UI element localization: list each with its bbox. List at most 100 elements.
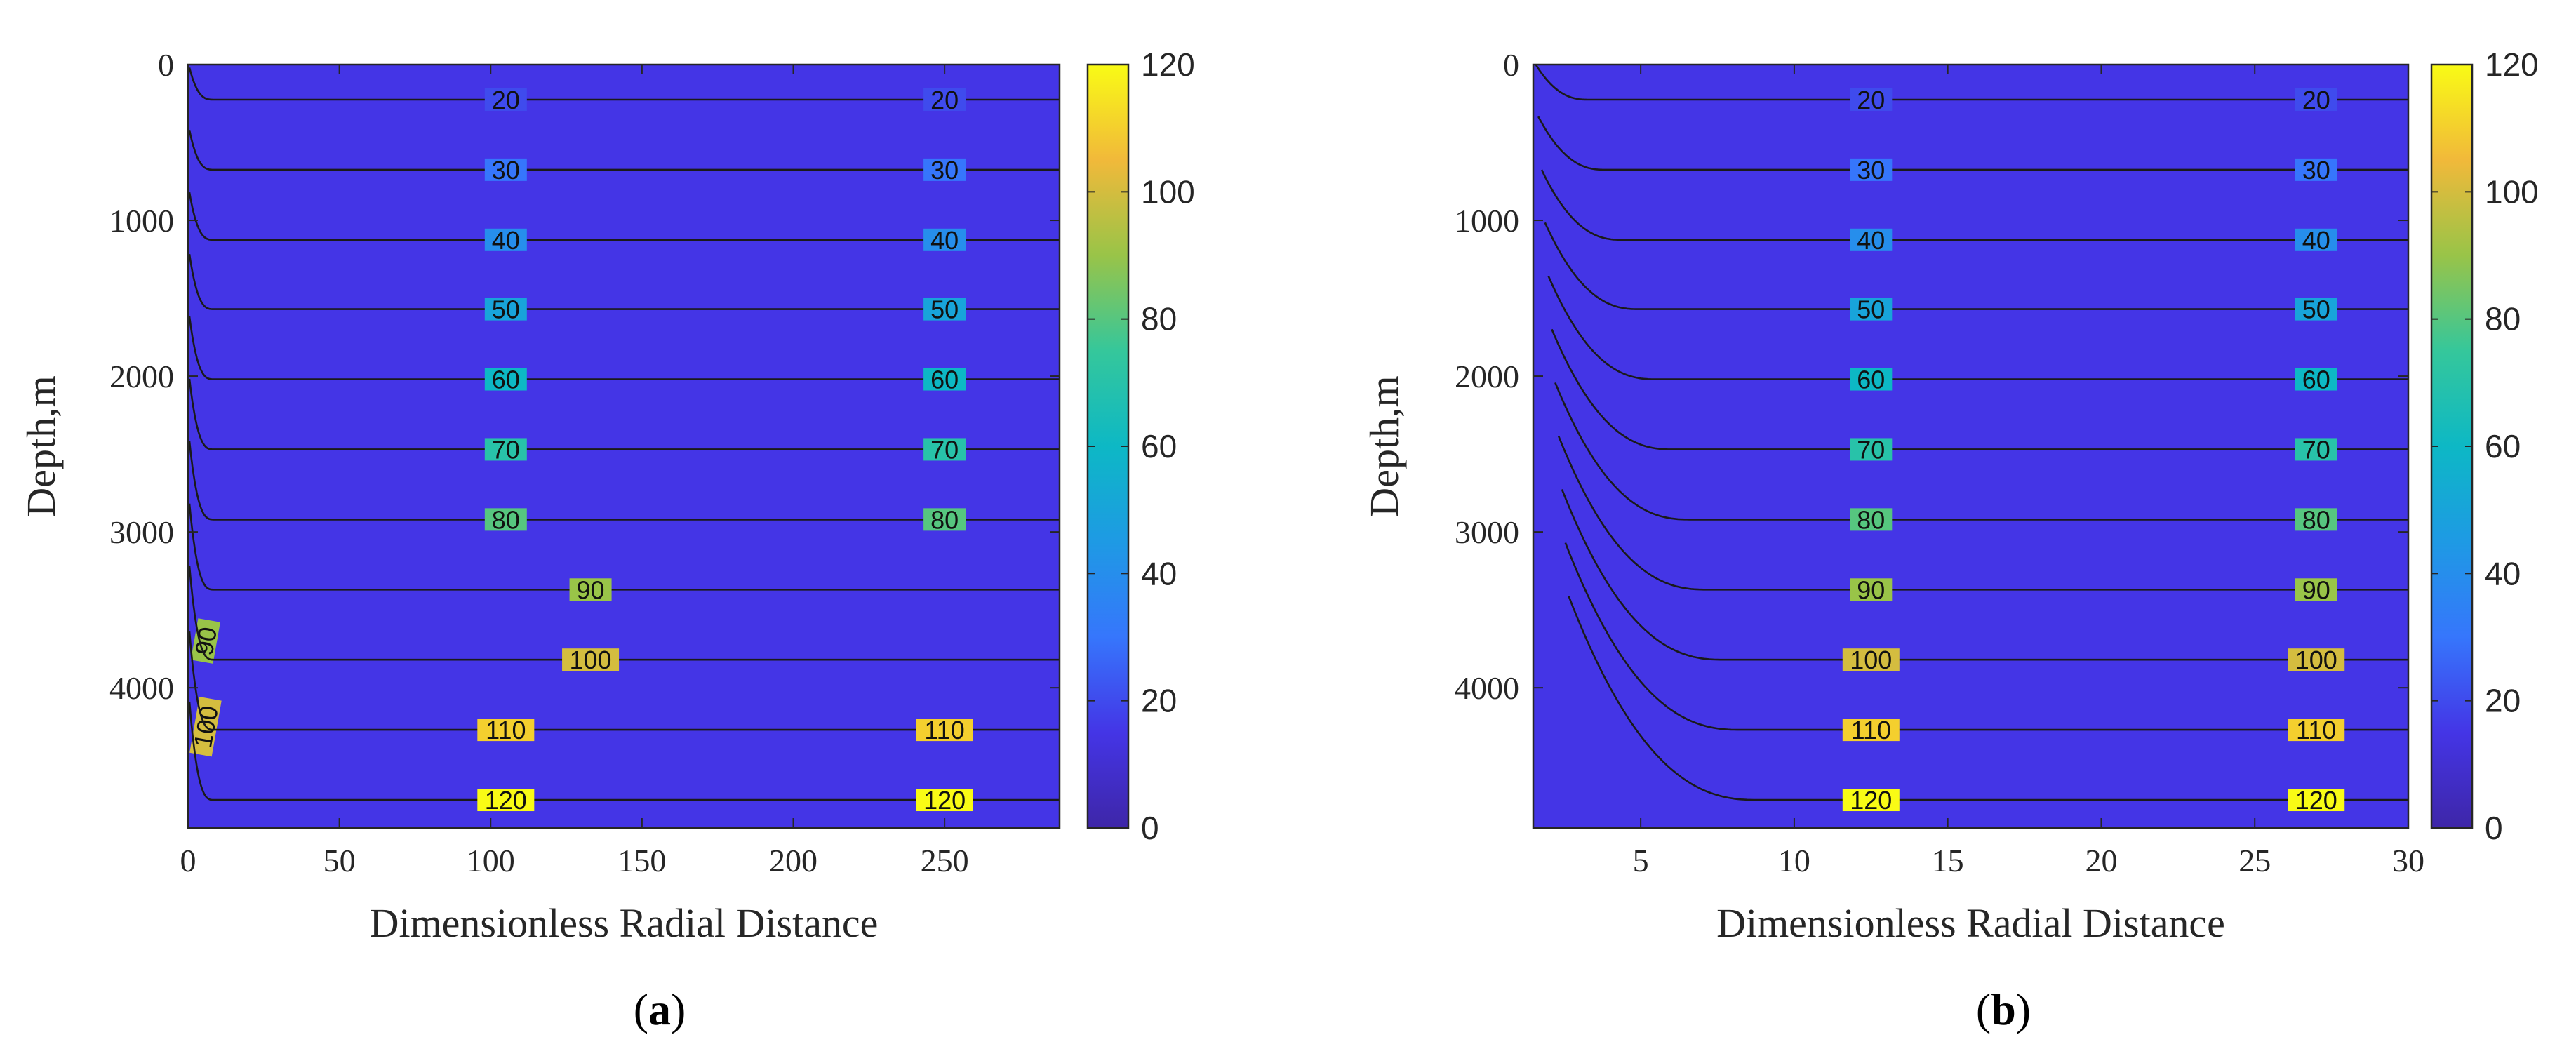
colorbar-tick-label: 0 [2485,810,2503,846]
contour-label-40-0: 40 [1850,226,1893,255]
svg-text:70: 70 [2302,435,2330,464]
y-tick-label: 2000 [109,359,174,394]
contour-label-120-0: 120 [477,786,535,815]
contour-label-110-0: 110 [1842,716,1900,744]
contour-label-70-1: 70 [2295,435,2337,464]
contour-label-60-0: 60 [1850,366,1893,394]
contour-label-100-1: 100 [2288,646,2345,674]
x-tick-label: 5 [1633,843,1649,878]
svg-text:40: 40 [930,226,959,255]
contour-label-90-1: 90 [189,618,222,664]
contour-label-80-1: 80 [923,505,966,534]
svg-text:60: 60 [1857,366,1885,394]
contour-line-110 [1564,542,2408,731]
contour-label-30-1: 30 [923,156,966,185]
colorbar-tick-label: 100 [2485,173,2539,210]
contour-label-90-0: 90 [1850,575,1893,604]
contour-label-90-0: 90 [569,575,612,604]
svg-text:90: 90 [1857,575,1885,604]
colorbar-tick-label: 60 [1141,428,1177,464]
x-tick-label: 200 [769,843,817,878]
contour-line-60 [1547,275,2408,380]
contour-label-80-1: 80 [2295,505,2337,534]
contour-label-40-0: 40 [484,226,527,255]
y-tick-label: 4000 [1455,670,1519,706]
contour-label-100-0: 100 [1842,646,1900,674]
x-tick-label: 0 [180,843,196,878]
colorbar-tick-label: 0 [1141,810,1159,846]
svg-text:110: 110 [1851,716,1891,744]
svg-text:60: 60 [2302,366,2330,394]
x-tick-label: 30 [2392,843,2424,878]
contour-line-90 [1557,436,2408,591]
svg-text:50: 50 [1857,295,1885,324]
contour-line-70 [188,378,1060,450]
contour-line-20 [188,67,1060,101]
y-axis-label: Depth,m [1361,375,1407,516]
contour-label-30-1: 30 [2295,156,2337,185]
contour-line-70 [1551,328,2408,450]
svg-text:40: 40 [2302,226,2330,255]
panel-caption: (b) [1976,984,2031,1034]
contour-label-50-1: 50 [923,295,966,324]
x-tick-label: 250 [921,843,969,878]
contour-label-90-1: 90 [2295,575,2337,604]
contour-line-50 [188,253,1060,310]
contour-label-20-0: 20 [484,86,527,114]
contour-label-20-0: 20 [1850,86,1893,114]
contour-label-30-0: 30 [1850,156,1893,185]
svg-text:50: 50 [930,295,959,324]
svg-text:90: 90 [189,624,222,657]
contour-band-15 [188,65,1060,828]
svg-text:40: 40 [492,226,520,255]
contour-label-60-1: 60 [2295,366,2337,394]
svg-text:60: 60 [930,366,959,394]
svg-text:30: 30 [2302,156,2330,185]
contour-label-70-1: 70 [923,435,966,464]
contour-label-120-1: 120 [2288,786,2345,815]
colorbar-tick-label: 40 [2485,555,2521,592]
contour-label-120-1: 120 [916,786,973,815]
contour-line-120 [1568,596,2408,801]
svg-text:110: 110 [2296,716,2336,744]
svg-text:70: 70 [930,435,959,464]
x-tick-label: 15 [1932,843,1964,878]
svg-text:20: 20 [1857,86,1885,114]
contour-label-50-1: 50 [2295,295,2337,324]
svg-text:20: 20 [2302,86,2330,114]
svg-text:90: 90 [2302,575,2330,604]
y-tick-label: 3000 [1455,514,1519,550]
y-tick-label: 1000 [109,203,174,239]
svg-text:50: 50 [492,295,520,324]
svg-text:80: 80 [492,505,520,534]
contour-label-60-0: 60 [484,366,527,394]
colorbar-tick-label: 60 [2485,428,2521,464]
plot-frame [1532,63,2410,829]
plot-frame [187,63,1061,829]
contour-line-110 [188,631,1060,731]
x-tick-label: 20 [2085,843,2117,878]
contour-line-20 [1535,65,2408,101]
y-axis-label: Depth,m [18,375,64,516]
colorbar-tick-label: 20 [2485,683,2521,719]
contour-label-20-1: 20 [2295,86,2337,114]
colorbar-tick-label: 120 [2485,46,2539,83]
svg-text:120: 120 [1850,786,1892,815]
colorbar-tick-label: 40 [1141,555,1177,592]
contour-label-50-0: 50 [1850,295,1893,324]
panel-caption: (a) [634,984,686,1034]
x-axis-label: Dimensionless Radial Distance [370,900,879,946]
panel-a-chart: 20 20 30 30 40 40 50 50 60 60 70 70 80 80 90 90 100 100 11… [18,46,1195,1034]
y-tick-label: 2000 [1455,359,1519,394]
x-tick-label: 10 [1778,843,1810,878]
contour-line-90 [188,503,1060,591]
contour-label-70-0: 70 [484,435,527,464]
contour-label-110-0: 110 [477,716,535,744]
svg-text:30: 30 [930,156,959,185]
svg-text:80: 80 [930,505,959,534]
contour-band-15 [1533,65,2408,828]
contour-label-20-1: 20 [923,86,966,114]
svg-text:120: 120 [485,786,527,815]
x-tick-label: 50 [323,843,356,878]
